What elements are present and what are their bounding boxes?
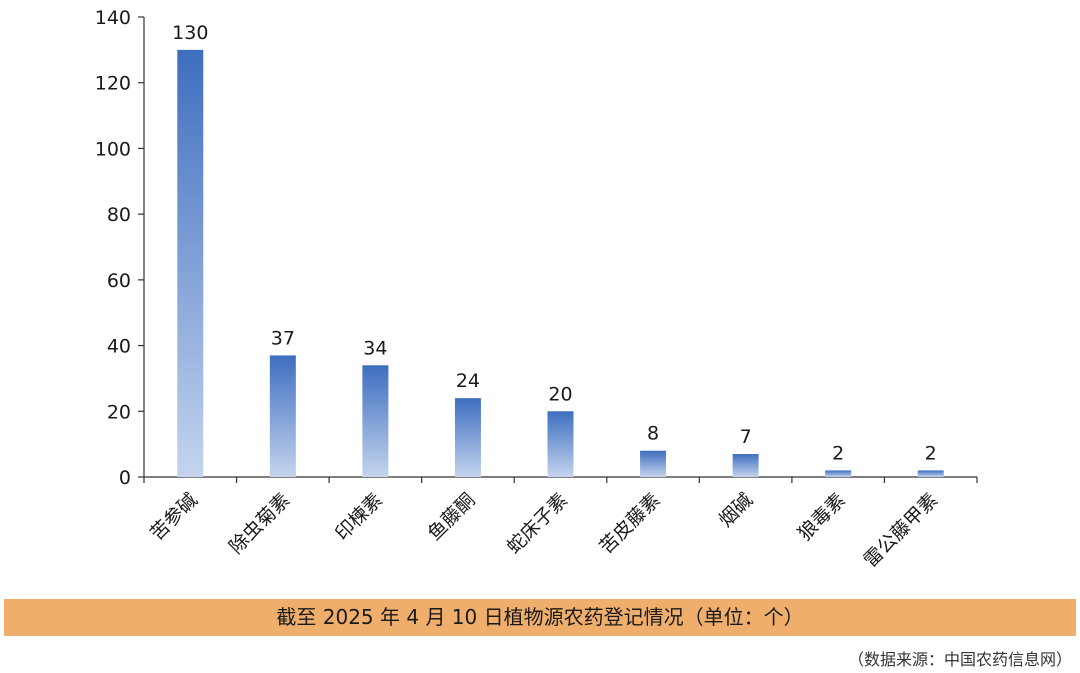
category-label: 鱼藤酮	[424, 489, 480, 545]
bar-value-label: 7	[740, 426, 752, 448]
bar-value-label: 2	[925, 442, 937, 464]
bar	[640, 450, 667, 477]
category-label: 雷公藤甲素	[860, 489, 943, 572]
bar	[454, 398, 481, 477]
category-label: 烟碱	[715, 489, 757, 531]
y-tick-label: 20	[107, 401, 131, 423]
bar	[177, 49, 204, 477]
category-label: 蛇床子素	[503, 489, 572, 558]
bar-value-label: 130	[172, 22, 208, 44]
bar-value-label: 8	[647, 423, 659, 445]
x-axis	[143, 476, 978, 483]
bar	[269, 355, 296, 477]
bar	[825, 470, 852, 477]
bar	[547, 411, 574, 477]
bar	[917, 470, 944, 477]
bar	[362, 365, 389, 477]
category-label: 印楝素	[331, 489, 387, 545]
y-tick-label: 120	[95, 73, 131, 95]
data-labels: 130 37 34 24 20 8 7 2 2	[172, 22, 937, 465]
category-label: 狼毒素	[794, 489, 850, 545]
bar-chart: 0 20 40 60 80 100 120 140 130 37 34 24 20 8 7 2 2 苦参碱 除虫…	[95, 7, 978, 572]
y-tick-label: 80	[107, 204, 131, 226]
category-label: 苦皮藤素	[595, 489, 664, 558]
category-label: 苦参碱	[146, 489, 202, 545]
bar-value-label: 34	[363, 337, 387, 359]
bars	[177, 49, 944, 477]
y-axis: 0 20 40 60 80 100 120 140	[95, 7, 145, 489]
bar	[732, 454, 759, 477]
y-tick-label: 40	[107, 336, 131, 358]
bar-value-label: 20	[548, 383, 572, 405]
bar-value-label: 2	[832, 442, 844, 464]
chart-caption: 截至 2025 年 4 月 10 日植物源农药登记情况（单位：个）	[276, 605, 804, 629]
category-label: 除虫菊素	[225, 489, 294, 558]
y-tick-label: 100	[95, 138, 131, 160]
bar-value-label: 37	[271, 327, 295, 349]
category-labels: 苦参碱 除虫菊素 印楝素 鱼藤酮 蛇床子素 苦皮藤素 烟碱 狼毒素 雷公藤甲素	[146, 489, 942, 572]
y-tick-label: 140	[95, 7, 131, 29]
y-tick-label: 60	[107, 270, 131, 292]
bar-value-label: 24	[456, 370, 480, 392]
data-source-note: （数据来源：中国农药信息网）	[847, 650, 1072, 669]
caption-banner: 截至 2025 年 4 月 10 日植物源农药登记情况（单位：个）	[4, 599, 1076, 636]
y-tick-label: 0	[119, 467, 131, 489]
